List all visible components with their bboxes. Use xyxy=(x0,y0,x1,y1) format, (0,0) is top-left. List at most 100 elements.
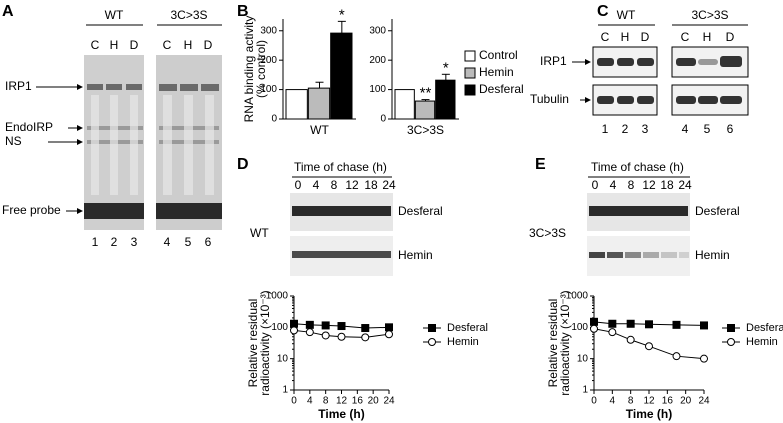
marker xyxy=(321,331,330,340)
lane-label: 5 xyxy=(185,235,192,249)
lane-label: 12 xyxy=(345,178,359,192)
marker xyxy=(672,352,681,361)
x-axis-label: Time (h) xyxy=(318,407,364,421)
x-tick-label: 24 xyxy=(698,396,710,407)
y-tick-label: 1 xyxy=(282,385,288,396)
x-tick-label: 0 xyxy=(291,396,297,407)
x-tick-label: 20 xyxy=(368,396,380,407)
blot-c xyxy=(572,24,749,116)
panel-label: A xyxy=(2,3,14,20)
y-tick-label: 300 xyxy=(369,25,386,36)
legend-marker xyxy=(727,324,735,332)
lane-label: C xyxy=(91,38,100,52)
y-tick-label: 100 xyxy=(369,84,386,95)
lane-label: 2 xyxy=(111,235,118,249)
marker xyxy=(590,317,598,326)
panel-label: C xyxy=(597,3,609,20)
y-axis-label: RNA binding activity xyxy=(242,16,256,123)
marker xyxy=(305,320,314,329)
y-tick-label: 10 xyxy=(277,353,289,364)
y-tick-label: 1 xyxy=(582,385,588,396)
lane-label: H xyxy=(184,38,193,52)
significance: ** xyxy=(420,85,432,102)
x-tick-label: 24 xyxy=(383,396,395,407)
row-label: Hemin xyxy=(695,248,730,262)
group-label: WT xyxy=(105,8,124,22)
lane-label: 6 xyxy=(205,235,212,249)
x-tick-label: 16 xyxy=(662,396,674,407)
marker xyxy=(305,328,314,337)
marker xyxy=(700,354,708,363)
x-axis-label: Time (h) xyxy=(626,407,672,421)
bar xyxy=(435,79,456,120)
marker xyxy=(672,320,681,329)
y-tick-label: 100 xyxy=(260,84,277,95)
lane-label: C xyxy=(681,30,690,44)
lane-label: 0 xyxy=(295,178,302,192)
marker xyxy=(626,319,635,328)
lane-label: 8 xyxy=(331,178,338,192)
marker xyxy=(290,326,298,335)
panel-label: B xyxy=(237,3,249,20)
y-tick-label: 200 xyxy=(369,55,386,66)
lane-label: 2 xyxy=(622,122,629,136)
x-tick-label: WT xyxy=(310,123,329,137)
legend-label: Hemin xyxy=(447,336,479,348)
lane-label: 5 xyxy=(704,122,711,136)
band-label: Free probe xyxy=(2,203,61,217)
lane-label: 12 xyxy=(642,178,656,192)
y-tick-label: 300 xyxy=(260,25,277,36)
lane-label: 3 xyxy=(642,122,649,136)
lane-label: 3 xyxy=(131,235,138,249)
lane-label: 4 xyxy=(313,178,320,192)
row-label: Tubulin xyxy=(530,92,569,106)
marker xyxy=(290,319,298,328)
y-axis-label: Relative residual xyxy=(246,299,260,388)
marker xyxy=(645,320,653,329)
x-tick-label: 12 xyxy=(643,396,655,407)
legend-label: Control xyxy=(479,48,518,62)
lane-label: 24 xyxy=(678,178,692,192)
row-label: IRP1 xyxy=(540,54,567,68)
x-tick-label: 12 xyxy=(336,396,348,407)
y-tick-label: 0 xyxy=(271,114,277,125)
lane-label: H xyxy=(621,30,630,44)
row-label: Desferal xyxy=(398,204,443,218)
legend-marker xyxy=(428,324,436,332)
gel-d xyxy=(290,176,393,276)
lane-label: 4 xyxy=(164,235,171,249)
y-axis-label: (% control) xyxy=(254,40,268,98)
bar xyxy=(285,89,308,120)
bar xyxy=(414,100,436,120)
lane-label: C xyxy=(601,30,610,44)
marker xyxy=(385,330,393,339)
legend-label: Hemin xyxy=(479,65,514,79)
bar xyxy=(330,32,353,120)
x-tick-label: 3C>3S xyxy=(407,123,444,137)
lane-label: 18 xyxy=(660,178,674,192)
marker xyxy=(645,342,653,351)
legend-label: Desferal xyxy=(746,322,783,334)
gel-header: Time of chase (h) xyxy=(591,160,684,174)
lane-label: 24 xyxy=(382,178,396,192)
group-label: 3C>3S xyxy=(691,8,728,22)
bar xyxy=(307,87,331,120)
lane-label: 6 xyxy=(727,122,734,136)
marker xyxy=(385,323,393,332)
marker xyxy=(608,319,617,328)
lane-label: 4 xyxy=(610,178,617,192)
marker xyxy=(321,321,330,330)
lane-label: C xyxy=(163,38,172,52)
genotype-label: 3C>3S xyxy=(529,226,566,240)
lane-label: D xyxy=(726,30,735,44)
legend-swatch xyxy=(464,67,476,79)
legend-label: Hemin xyxy=(746,336,778,348)
y-tick-label: 200 xyxy=(260,55,277,66)
bar xyxy=(394,89,415,120)
marker xyxy=(608,328,617,337)
band-label: NS xyxy=(5,134,22,148)
marker xyxy=(361,333,370,342)
y-axis-label: Relative residual xyxy=(546,299,560,388)
x-tick-label: 16 xyxy=(352,396,364,407)
significance: * xyxy=(443,59,449,76)
